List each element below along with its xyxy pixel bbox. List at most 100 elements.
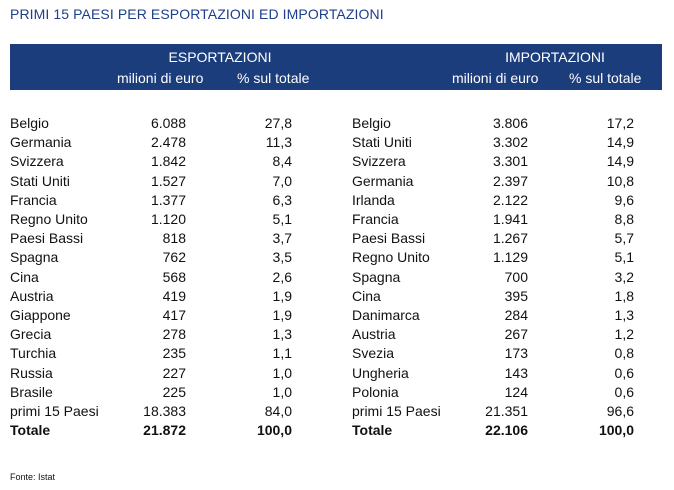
export-pct-cell: 1,9 [272,287,292,304]
import-country-cell: primi 15 Paesi [352,403,441,419]
import-table-row: Irlanda 2.122 9,6 [10,191,662,210]
import-table-row: Spagna 700 3,2 [10,268,662,287]
export-country-cell: Grecia [10,326,52,343]
import-value-cell: 700 [504,268,528,285]
import-table-row: Austria 267 1,2 [10,325,662,344]
import-country-cell: Belgio [352,115,391,131]
export-table-row: Russia 227 1,0 [10,364,662,383]
export-country-cell: Regno Unito [10,211,88,227]
import-pct-cell: 0,8 [614,345,634,362]
import-country-cell: Germania [352,172,414,189]
export-value-cell: 417 [162,307,186,323]
export-country-cell: Francia [10,191,57,208]
import-value-cell: 2.122 [492,191,528,208]
import-table-row: Cina 395 1,8 [10,287,662,306]
import-table-row: Francia 1.941 8,8 [10,210,662,229]
page-title: PRIMI 15 PAESI PER ESPORTAZIONI ED IMPOR… [10,6,384,22]
import-table-row: Danimarca 284 1,3 [10,306,662,325]
export-pct-cell: 2,6 [272,268,292,285]
export-value-cell: 762 [162,249,186,266]
export-pct-cell: 1,0 [272,364,292,381]
export-value-cell: 419 [162,287,186,304]
export-table-row: Totale 21.872 100,0 [10,421,662,440]
export-country-cell: Giappone [10,307,71,323]
export-country-cell: Germania [10,134,72,151]
import-table-row: Paesi Bassi 1.267 5,7 [10,229,662,248]
export-pct-cell: 1,3 [272,326,292,343]
import-country-cell: Paesi Bassi [352,230,426,247]
import-value-cell: 21.351 [485,403,528,419]
import-table-row: Belgio 3.806 17,2 [10,114,662,133]
import-pct-cell: 3,2 [614,268,634,285]
export-country-cell: Russia [10,364,53,381]
import-pct-cell: 100,0 [598,422,634,439]
import-country-cell: Austria [352,326,396,343]
import-country-cell: Cina [352,287,381,304]
source-note: Fonte: Istat [10,472,56,482]
import-pct-cell: 0,6 [614,364,634,381]
import-value-cell: 3.301 [492,153,528,170]
export-pct-cell: 7,0 [272,172,292,189]
import-table-row: primi 15 Paesi 21.351 96,6 [10,402,662,421]
import-pct-cell: 14,9 [606,134,634,151]
import-value-cell: 1.267 [492,230,528,247]
export-value-cell: 227 [162,364,186,381]
export-col-pct-header: % sul totale [237,70,310,86]
export-value-cell: 1.842 [150,153,186,170]
import-pct-cell: 17,2 [606,115,634,131]
export-country-cell: Spagna [10,249,59,266]
export-pct-cell: 11,3 [265,134,292,151]
import-col-pct-header: % sul totale [569,70,642,86]
export-pct-cell: 1,9 [272,307,292,323]
import-pct-cell: 1,8 [614,287,634,304]
export-table-row: primi 15 Paesi 18.383 84,0 [10,402,662,421]
import-value-cell: 284 [504,307,528,323]
export-pct-cell: 3,5 [272,249,292,266]
export-pct-cell: 27,8 [264,115,292,131]
export-table-row: Austria 419 1,9 [10,287,662,306]
export-value-cell: 235 [162,345,186,362]
table-header: ESPORTAZIONI milioni di euro % sul total… [10,44,662,90]
export-pct-cell: 6,3 [272,191,292,208]
import-value-cell: 1.129 [492,249,528,266]
import-value-cell: 1.941 [492,211,528,227]
export-table-row: Giappone 417 1,9 [10,306,662,325]
import-value-cell: 395 [504,287,528,304]
export-pct-cell: 3,7 [272,230,292,247]
export-table-row: Grecia 278 1,3 [10,325,662,344]
import-pct-cell: 8,8 [614,211,634,227]
import-table-row: Regno Unito 1.129 5,1 [10,248,662,267]
import-table-row: Totale 22.106 100,0 [10,421,662,440]
import-table-row: Stati Uniti 3.302 14,9 [10,133,662,152]
export-country-cell: Brasile [10,383,53,400]
import-table-row: Polonia 124 0,6 [10,383,662,402]
export-table-row: Svizzera 1.842 8,4 [10,152,662,171]
import-value-cell: 143 [504,364,528,381]
export-value-cell: 1.527 [150,172,186,189]
export-table-row: Francia 1.377 6,3 [10,191,662,210]
import-pct-cell: 5,1 [614,249,634,266]
export-value-cell: 568 [162,268,186,285]
import-pct-cell: 96,6 [606,403,634,419]
export-value-cell: 1.120 [150,211,186,227]
import-country-cell: Totale [352,422,393,439]
import-country-cell: Irlanda [352,191,395,208]
export-country-cell: Cina [10,268,39,285]
export-country-cell: Svizzera [10,153,64,170]
import-country-cell: Svezia [352,345,395,362]
import-table-row: Svezia 173 0,8 [10,344,662,363]
import-pct-cell: 10,8 [606,172,634,189]
export-pct-cell: 1,0 [272,383,292,400]
export-heading: ESPORTAZIONI [168,49,272,65]
export-country-cell: Turchia [10,345,57,362]
export-table-row: Spagna 762 3,5 [10,248,662,267]
export-table-row: Stati Uniti 1.527 7,0 [10,172,662,191]
import-value-cell: 3.806 [492,115,528,131]
import-table-row: Svizzera 3.301 14,9 [10,152,662,171]
import-table-row: Germania 2.397 10,8 [10,172,662,191]
import-col-value-header: milioni di euro [452,70,539,86]
export-value-cell: 225 [162,383,186,400]
export-value-cell: 2.478 [150,134,186,151]
import-value-cell: 173 [504,345,528,362]
export-col-value-header: milioni di euro [117,70,204,86]
